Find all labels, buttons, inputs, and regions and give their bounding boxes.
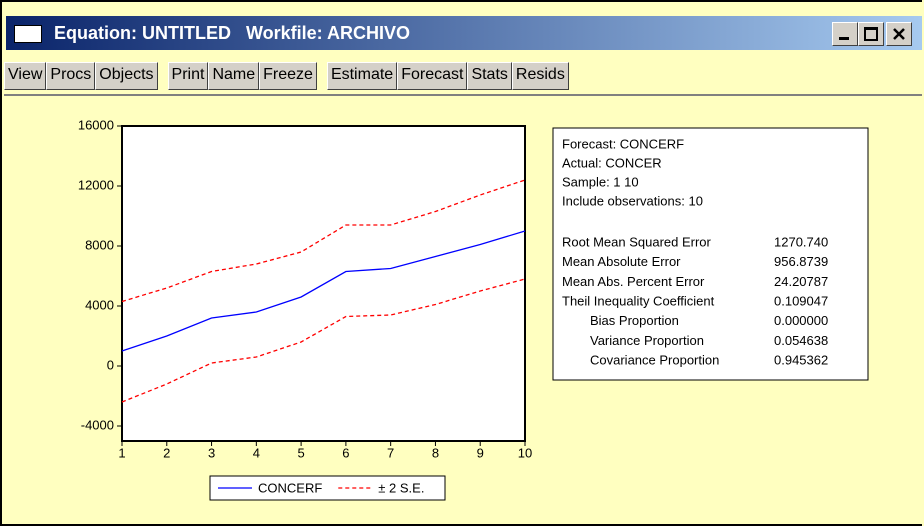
y-tick-label: 8000 [85, 237, 114, 252]
stats-value: 0.054638 [774, 333, 828, 348]
legend-label: ± 2 S.E. [378, 480, 424, 495]
toolbar-button[interactable]: Estimate [326, 62, 398, 90]
x-tick-label: 4 [253, 445, 260, 460]
toolbar-button[interactable]: View [4, 62, 47, 90]
series-line [121, 278, 526, 403]
x-tick-label: 3 [208, 445, 215, 460]
x-tick-label: 1 [118, 445, 125, 460]
y-tick-label: -4000 [81, 417, 114, 432]
toolbar-button[interactable]: Stats [467, 62, 512, 90]
stats-header: Actual: CONCER [562, 155, 662, 170]
stats-label: Root Mean Squared Error [562, 234, 712, 249]
stats-value: 0.000000 [774, 313, 828, 328]
plot-area [121, 125, 526, 442]
y-tick-label: 16000 [78, 117, 114, 132]
x-tick-label: 6 [342, 445, 349, 460]
series-line [121, 179, 526, 303]
stats-header: Include observations: 10 [562, 193, 703, 208]
stats-header: Sample: 1 10 [562, 174, 639, 189]
maximize-button[interactable] [858, 22, 884, 46]
stats-box [552, 127, 869, 381]
toolbar-button[interactable]: Procs [46, 62, 96, 90]
x-tick-label: 9 [477, 445, 484, 460]
toolbar-button[interactable]: Forecast [397, 62, 468, 90]
x-tick-label: 2 [163, 445, 170, 460]
stats-label: Variance Proportion [590, 333, 704, 348]
stats-value: 0.945362 [774, 353, 828, 368]
toolbar-button[interactable]: Print [167, 62, 209, 90]
stats-label: Mean Absolute Error [562, 254, 681, 269]
title-bar: Equation: UNTITLED Workfile: ARCHIVO [6, 16, 922, 50]
y-tick-label: 4000 [85, 297, 114, 312]
close-button[interactable] [886, 22, 912, 46]
series-line [121, 230, 526, 352]
x-tick-label: 5 [297, 445, 304, 460]
separator [4, 94, 922, 96]
stats-value: 0.109047 [774, 294, 828, 309]
toolbar-button[interactable]: Objects [95, 62, 158, 90]
window-title: Equation: UNTITLED Workfile: ARCHIVO [54, 23, 410, 43]
legend-label: CONCERF [258, 480, 322, 495]
stats-value: 956.8739 [774, 254, 828, 269]
y-tick-label: 12000 [78, 177, 114, 192]
toolbar: View Procs Objects Print Name Freeze Estimate F… [4, 62, 579, 90]
y-tick-label: 0 [107, 357, 114, 372]
x-tick-label: 7 [387, 445, 394, 460]
button-group: Print Name Freeze [167, 62, 317, 90]
stats-label: Bias Proportion [590, 313, 679, 328]
stats-label: Theil Inequality Coefficient [562, 294, 715, 309]
window-icon [14, 25, 42, 43]
stats-value: 24.20787 [774, 274, 828, 289]
x-tick-label: 10 [518, 445, 532, 460]
button-group: View Procs Objects [4, 62, 158, 90]
toolbar-button[interactable]: Name [208, 62, 260, 90]
stats-label: Mean Abs. Percent Error [562, 274, 705, 289]
stats-value: 1270.740 [774, 234, 828, 249]
minimize-button[interactable] [832, 22, 858, 46]
button-group: Estimate Forecast Stats Resids [326, 62, 569, 90]
x-tick-label: 8 [432, 445, 439, 460]
stats-header: Forecast: CONCERF [562, 136, 684, 151]
toolbar-button[interactable]: Resids [511, 62, 569, 90]
toolbar-button[interactable]: Freeze [259, 62, 317, 90]
stats-label: Covariance Proportion [590, 353, 719, 368]
